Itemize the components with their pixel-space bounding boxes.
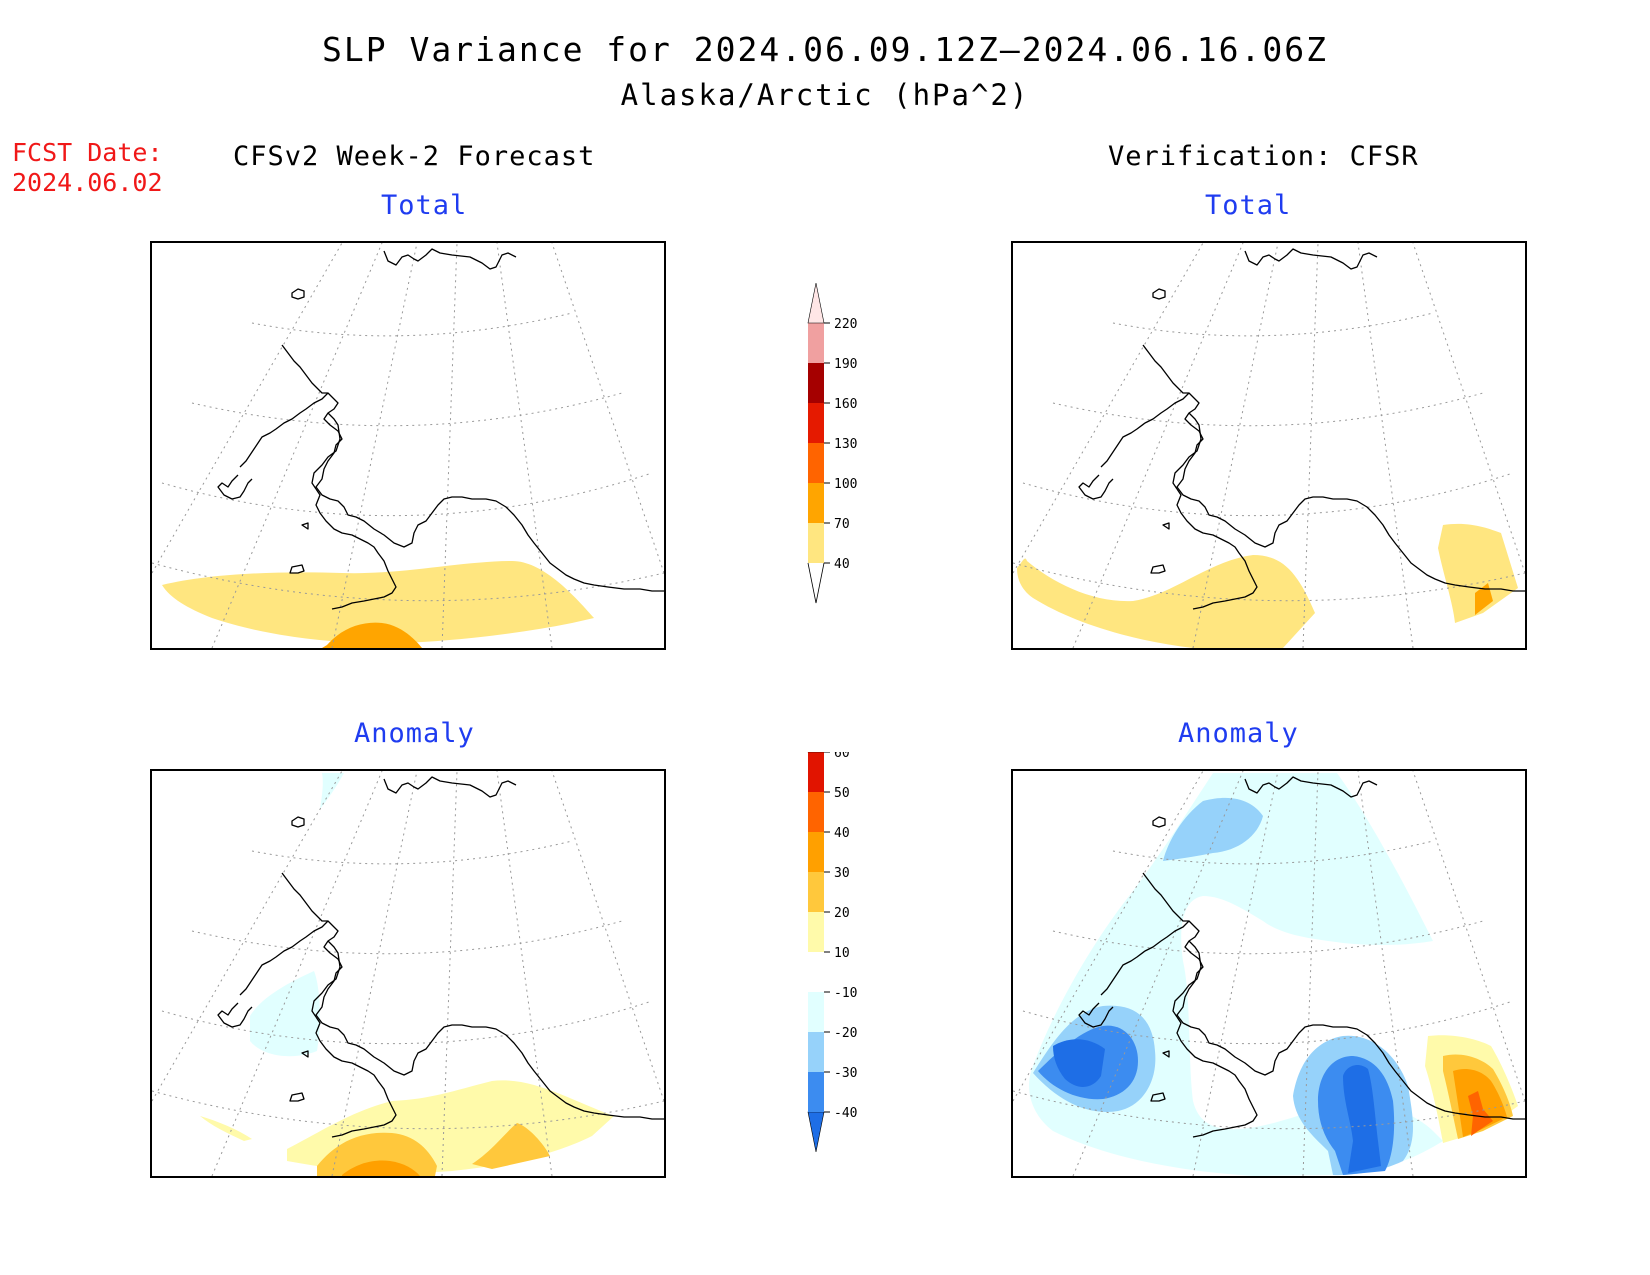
total-colorbar-color-box-3 bbox=[808, 403, 824, 443]
anomaly-colorbar-color-box-0 bbox=[807, 1111, 825, 1153]
forecast-total-label: Total bbox=[381, 190, 468, 221]
total-colorbar-color-box-4 bbox=[808, 363, 824, 403]
verification-anomaly-map bbox=[1011, 769, 1527, 1178]
total-colorbar-tick-label: 40 bbox=[834, 557, 850, 572]
shading-layer bbox=[200, 773, 614, 1176]
anomaly-colorbar-color-box-3 bbox=[808, 992, 824, 1032]
main-title: SLP Variance for 2024.06.09.12Z–2024.06.… bbox=[322, 30, 1328, 69]
alaska-coastline bbox=[1078, 776, 1525, 1138]
forecast-total-map bbox=[150, 241, 666, 650]
verification-anomaly-neg40-region-west bbox=[1053, 1039, 1105, 1087]
graticule-lines bbox=[152, 243, 664, 648]
anomaly-colorbar-tick-label: 50 bbox=[834, 786, 850, 801]
forecast-anomaly-neg10-region-west bbox=[250, 971, 320, 1057]
anomaly-colorbar-color-box-7 bbox=[808, 832, 824, 872]
verification-anomaly-neg20-region-north bbox=[1163, 797, 1263, 861]
forecast-total-70-region bbox=[322, 622, 422, 648]
total-colorbar-tick-label: 190 bbox=[834, 357, 857, 372]
anomaly-colorbar-tick-label: 40 bbox=[834, 826, 850, 841]
anomaly-colorbar-tick-label: -30 bbox=[834, 1066, 857, 1081]
forecast-anomaly-map bbox=[150, 769, 666, 1178]
anomaly-colorbar-color-box-1 bbox=[808, 1072, 824, 1112]
anomaly-colorbar: -40 -30 -20 -10 10 20 30 40 50 60 bbox=[790, 711, 880, 1206]
anomaly-colorbar-color-box-6 bbox=[808, 872, 824, 912]
anomaly-colorbar-tick-label: -10 bbox=[834, 986, 857, 1001]
verification-total-40-region-west bbox=[1017, 555, 1315, 648]
graticule-lines bbox=[1013, 771, 1525, 1176]
verification-column-title: Verification: CFSR bbox=[1108, 141, 1419, 172]
forecast-anomaly-label: Anomaly bbox=[354, 718, 475, 749]
verification-total-40-region-east bbox=[1438, 523, 1518, 623]
total-colorbar-color-box-2 bbox=[808, 443, 824, 483]
verification-anomaly-neg40-region-south bbox=[1343, 1065, 1381, 1173]
total-colorbar-tick-label: 100 bbox=[834, 477, 857, 492]
graticule-lines bbox=[1013, 243, 1525, 648]
verification-total-map bbox=[1011, 241, 1527, 650]
shading-layer bbox=[1017, 523, 1518, 648]
total-colorbar-lower-whisker bbox=[807, 562, 825, 604]
fcst-date-label: FCST Date: bbox=[12, 138, 163, 167]
fcst-date-value: 2024.06.02 bbox=[12, 168, 163, 197]
anomaly-colorbar-tick-label: -40 bbox=[834, 1106, 857, 1121]
verification-anomaly-40-region bbox=[1468, 1091, 1493, 1136]
anomaly-colorbar-tick-label: 10 bbox=[834, 946, 850, 961]
total-colorbar-color-box-6 bbox=[807, 282, 825, 324]
anomaly-colorbar-color-box-5 bbox=[808, 912, 824, 952]
forecast-anomaly-30-region bbox=[342, 1160, 420, 1176]
alaska-coastline bbox=[1078, 248, 1525, 610]
anomaly-colorbar-color-box-8 bbox=[808, 792, 824, 832]
verification-total-70-region bbox=[1475, 583, 1493, 615]
forecast-column-title: CFSv2 Week-2 Forecast bbox=[233, 141, 596, 172]
anomaly-colorbar-color-box-2 bbox=[808, 1032, 824, 1072]
anomaly-colorbar-tick-label: 20 bbox=[834, 906, 850, 921]
anomaly-colorbar-color-box-4 bbox=[808, 952, 824, 992]
total-colorbar-color-box-1 bbox=[808, 483, 824, 523]
graticule-lines bbox=[152, 771, 664, 1176]
forecast-total-40-region bbox=[162, 561, 594, 644]
total-colorbar-tick-label: 220 bbox=[834, 317, 857, 332]
alaska-coastline bbox=[217, 776, 664, 1138]
anomaly-colorbar-color-box-9 bbox=[808, 752, 824, 792]
total-colorbar-tick-label: 130 bbox=[834, 437, 857, 452]
total-colorbar: 40 70 100 130 160 190 220 bbox=[790, 282, 880, 617]
total-colorbar-tick-label: 160 bbox=[834, 397, 857, 412]
anomaly-colorbar-tick-label: 30 bbox=[834, 866, 850, 881]
anomaly-colorbar-tick-label: 60 bbox=[834, 752, 850, 761]
shading-layer bbox=[162, 561, 594, 648]
verification-anomaly-label: Anomaly bbox=[1178, 718, 1299, 749]
shading-layer bbox=[1029, 773, 1518, 1176]
total-colorbar-color-box-5 bbox=[808, 323, 824, 363]
alaska-coastline bbox=[217, 248, 664, 610]
anomaly-colorbar-tick-label: -20 bbox=[834, 1026, 857, 1041]
total-colorbar-color-box-0 bbox=[808, 523, 824, 563]
total-colorbar-tick-label: 70 bbox=[834, 517, 850, 532]
forecast-anomaly-neg10-region-north bbox=[320, 773, 344, 809]
verification-total-label: Total bbox=[1205, 190, 1292, 221]
main-subtitle: Alaska/Arctic (hPa^2) bbox=[620, 78, 1030, 112]
